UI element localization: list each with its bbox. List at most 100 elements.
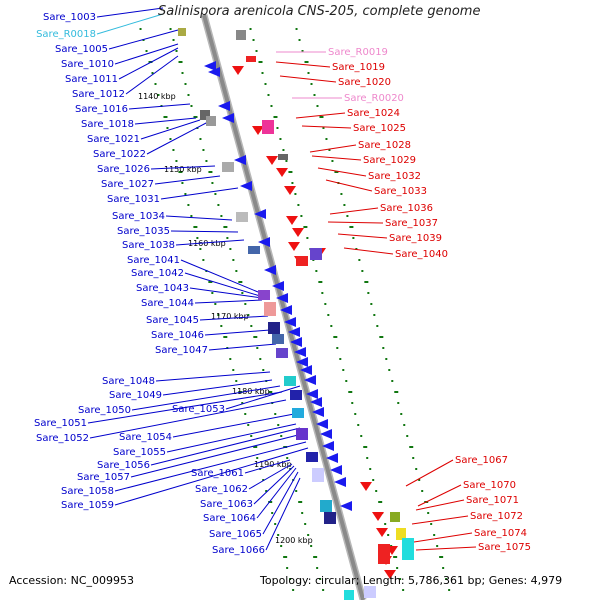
feature-box-left-strand: [178, 28, 186, 36]
tick-mark-right-outer: [370, 303, 373, 305]
feature-box-right-strand: [278, 154, 288, 160]
tick-mark-left: [319, 578, 322, 580]
feature-box-left-strand: [292, 408, 304, 418]
gene-label-sare-1075: Sare_1075: [478, 542, 531, 553]
tick-mark-right: [375, 490, 378, 492]
tick-mark-left-outer: [157, 94, 160, 96]
feature-arrow-left-strand: [334, 477, 346, 487]
leader-line-left: [114, 441, 307, 492]
tick-mark-left: [220, 215, 223, 217]
gene-label-sare-1072: Sare_1072: [470, 511, 523, 522]
leader-line-right: [413, 532, 473, 543]
gene-label-sare-1064: Sare_1064: [203, 513, 256, 524]
kbp-mark-label: 1140 kbp: [138, 92, 176, 101]
feature-arrow-left-strand: [272, 281, 284, 291]
tick-mark-right-outer: [391, 380, 394, 382]
tick-mark-right: [393, 556, 398, 558]
feature-box-right-strand: [310, 248, 322, 260]
tick-mark-right: [249, 28, 252, 30]
leader-line-left: [150, 165, 216, 170]
tick-mark-right-outer: [400, 413, 403, 415]
gene-label-sare-1061: Sare_1061: [191, 468, 244, 479]
tick-mark-right: [360, 435, 363, 437]
gene-label-sare-1005: Sare_1005: [55, 44, 108, 55]
feature-box-left-strand: [296, 428, 308, 440]
leader-line-left: [140, 119, 201, 140]
gene-label-sare-r0020: Sare_R0020: [344, 93, 404, 104]
tick-mark-right-outer: [436, 545, 439, 547]
feature-box-left-strand: [306, 452, 318, 462]
tick-mark-right: [345, 380, 348, 382]
feature-arrow-left-strand: [240, 181, 252, 191]
tick-mark-right: [396, 567, 399, 569]
feature-arrow-left-strand: [320, 429, 332, 439]
feature-box-right-strand: [396, 528, 406, 540]
gene-label-sare-1058: Sare_1058: [61, 486, 114, 497]
tick-mark-right-outer: [298, 39, 301, 41]
tick-mark-left: [256, 347, 259, 349]
tick-mark-right-outer: [313, 94, 316, 96]
leader-line-left: [175, 239, 245, 246]
leader-line-right: [301, 125, 352, 129]
gene-label-sare-1041: Sare_1041: [127, 255, 180, 266]
tick-mark-left: [259, 358, 262, 360]
gene-label-sare-1034: Sare_1034: [112, 211, 165, 222]
leader-line-left: [130, 433, 303, 478]
tick-mark-left-outer: [220, 325, 223, 327]
tick-mark-right-outer: [349, 226, 354, 228]
feature-box-left-strand: [290, 390, 302, 400]
leader-line-right: [279, 75, 337, 83]
gene-label-sare-1054: Sare_1054: [119, 432, 172, 443]
feature-arrow-right-strand: [360, 482, 372, 491]
feature-arrow-left-strand: [306, 389, 318, 399]
gene-label-sare-1026: Sare_1026: [97, 164, 150, 175]
tick-mark-left: [316, 567, 319, 569]
gene-label-sare-1071: Sare_1071: [466, 495, 519, 506]
tick-mark-left: [277, 424, 280, 426]
tick-mark-left: [244, 303, 247, 305]
tick-mark-left-outer: [151, 72, 154, 74]
tick-mark-right-outer: [355, 248, 358, 250]
tick-mark-right: [303, 226, 308, 228]
gene-label-sare-1049: Sare_1049: [109, 390, 162, 401]
feature-arrow-right-strand: [284, 186, 296, 195]
tick-mark-left: [205, 160, 208, 162]
leader-line-left: [244, 459, 291, 474]
feature-box-right-strand: [364, 586, 376, 598]
tick-mark-right-outer: [418, 479, 421, 481]
tick-mark-right-outer: [346, 215, 349, 217]
feature-arrow-left-strand: [290, 337, 302, 347]
gene-label-sare-1043: Sare_1043: [136, 283, 189, 294]
feature-arrow-left-strand: [294, 347, 306, 357]
kbp-mark-label: 1180 kbp: [232, 387, 270, 396]
feature-box-left-strand: [200, 110, 210, 120]
gene-label-sare-r0019: Sare_R0019: [328, 47, 388, 58]
feature-arrow-left-strand: [222, 113, 234, 123]
tick-mark-right-outer: [361, 270, 364, 272]
tick-mark-right-outer: [406, 435, 409, 437]
tick-mark-right: [279, 138, 282, 140]
feature-arrow-left-strand: [284, 317, 296, 327]
gene-label-sare-1063: Sare_1063: [200, 499, 253, 510]
feature-arrow-left-strand: [310, 397, 322, 407]
tick-mark-left-outer: [178, 171, 183, 173]
tick-mark-right: [276, 127, 279, 129]
tick-mark-right: [282, 149, 285, 151]
tick-mark-right-outer: [397, 402, 400, 404]
tick-mark-right: [348, 391, 353, 393]
tick-mark-left: [241, 292, 244, 294]
tick-mark-right: [273, 116, 278, 118]
tick-mark-right: [384, 523, 387, 525]
tick-mark-right: [300, 215, 303, 217]
leader-line-right: [415, 499, 465, 511]
tick-mark-left-outer: [274, 523, 277, 525]
leader-line-left: [172, 413, 295, 438]
tick-mark-right-outer: [421, 490, 424, 492]
leader-line-right: [417, 484, 462, 507]
gene-label-sare-1022: Sare_1022: [93, 149, 146, 160]
feature-arrow-left-strand: [258, 237, 270, 247]
leader-line-left: [96, 13, 164, 35]
feature-box-left-strand: [276, 348, 288, 358]
tick-mark-right: [318, 281, 323, 283]
leader-line-left: [154, 175, 221, 185]
